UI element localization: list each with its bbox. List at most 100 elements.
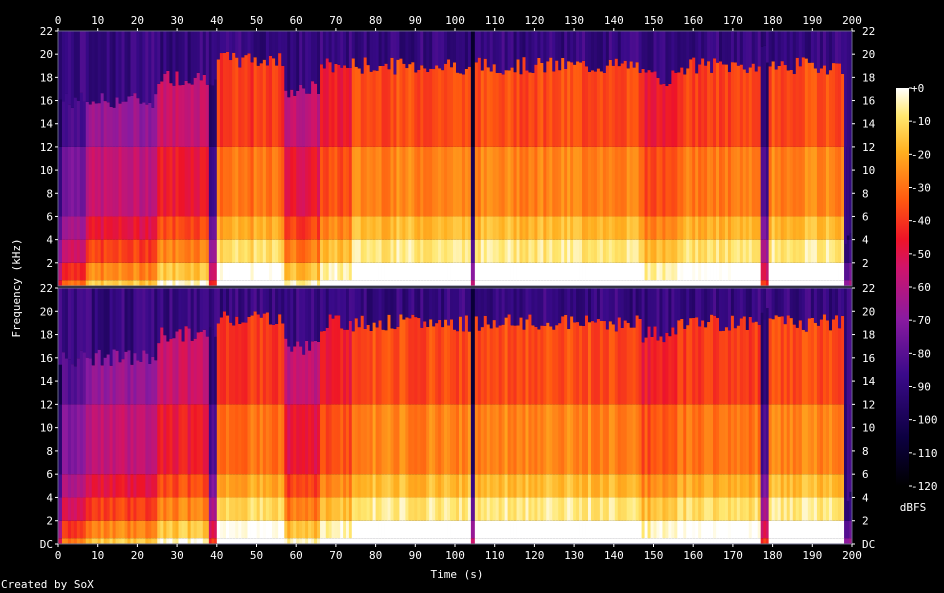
spectrogram-cell bbox=[375, 520, 379, 539]
spectrogram-cell bbox=[453, 216, 457, 240]
spectrogram-cell bbox=[226, 520, 230, 539]
spectrogram-cell bbox=[70, 497, 75, 521]
spectrogram-cell bbox=[605, 146, 610, 217]
spectrogram-cell bbox=[742, 316, 747, 405]
spectrogram-cell bbox=[816, 239, 821, 263]
spectrogram-cell bbox=[704, 65, 708, 147]
spectrogram-cell bbox=[467, 146, 472, 217]
spectrogram-cell bbox=[483, 280, 488, 286]
spectrogram-cell bbox=[73, 404, 78, 475]
spectrogram-cell bbox=[91, 365, 96, 405]
spectrogram-cell bbox=[199, 520, 204, 539]
spectrogram-cell bbox=[184, 474, 189, 498]
spectrogram-cell bbox=[579, 288, 583, 326]
spectrogram-cell bbox=[366, 280, 371, 286]
spectrogram-cell bbox=[668, 288, 672, 337]
spectrogram-cell bbox=[528, 31, 532, 73]
spectrogram-cell bbox=[831, 280, 836, 286]
spectrogram-cell bbox=[281, 239, 285, 263]
spectrogram-cell bbox=[100, 239, 105, 263]
spectrogram-cell bbox=[453, 239, 457, 263]
spectrogram-cell bbox=[142, 216, 146, 240]
spectrogram-cell bbox=[151, 216, 155, 240]
spectrogram-cell bbox=[399, 520, 403, 539]
spectrogram-cell bbox=[561, 404, 565, 475]
spectrogram-cell bbox=[247, 520, 251, 539]
y-tick-label-left: 16 bbox=[40, 352, 53, 365]
spectrogram-cell bbox=[450, 146, 454, 217]
spectrogram-cell bbox=[707, 216, 711, 240]
spectrogram-cell bbox=[656, 77, 660, 147]
spectrogram-cell bbox=[438, 538, 442, 544]
spectrogram-cell bbox=[366, 497, 371, 521]
spectrogram-cell bbox=[325, 404, 330, 475]
spectrogram-cell bbox=[644, 31, 648, 73]
spectrogram-cell bbox=[480, 262, 485, 281]
spectrogram-cell bbox=[325, 58, 330, 147]
spectrogram-cell bbox=[513, 31, 517, 73]
spectrogram-cell bbox=[492, 280, 497, 286]
spectrogram-cell bbox=[733, 280, 738, 286]
spectrogram-cell bbox=[64, 31, 69, 94]
spectrogram-cell bbox=[172, 538, 176, 544]
spectrogram-cell bbox=[366, 216, 371, 240]
spectrogram-cell bbox=[757, 404, 762, 475]
spectrogram-cell bbox=[754, 262, 759, 281]
spectrogram-cell bbox=[70, 107, 75, 147]
spectrogram-cell bbox=[522, 520, 526, 539]
spectrogram-cell bbox=[414, 31, 418, 73]
spectrogram-cell bbox=[311, 262, 315, 281]
spectrogram-cell bbox=[486, 146, 491, 217]
spectrogram-cell bbox=[384, 262, 388, 281]
spectrogram-cell bbox=[208, 538, 212, 544]
spectrogram-cell bbox=[795, 280, 800, 286]
spectrogram-cell bbox=[760, 146, 764, 217]
spectrogram-cell bbox=[810, 497, 815, 521]
spectrogram-cell bbox=[674, 520, 678, 539]
spectrogram-cell bbox=[265, 31, 270, 66]
spectrogram-cell bbox=[100, 288, 105, 366]
spectrogram-cell bbox=[340, 404, 344, 475]
spectrogram-cell bbox=[287, 538, 291, 544]
spectrogram-cell bbox=[302, 474, 306, 498]
spectrogram-cell bbox=[662, 404, 666, 475]
spectrogram-cell bbox=[390, 404, 394, 475]
spectrogram-cell bbox=[157, 474, 161, 498]
spectrogram-cell bbox=[495, 288, 500, 328]
spectrogram-cell bbox=[608, 216, 613, 240]
spectrogram-cell bbox=[831, 216, 836, 240]
spectrogram-cell bbox=[222, 497, 227, 521]
spectrogram-cell bbox=[596, 404, 601, 475]
spectrogram-cell bbox=[290, 89, 294, 147]
spectrogram-cell bbox=[727, 538, 732, 544]
spectrogram-cell bbox=[184, 216, 189, 240]
spectrogram-cell bbox=[659, 538, 663, 544]
spectrogram-cell bbox=[115, 288, 119, 351]
x-tick-label-top: 110 bbox=[485, 14, 505, 27]
spectrogram-cell bbox=[501, 324, 506, 405]
spectrogram-cell bbox=[290, 404, 294, 475]
spectrogram-cell bbox=[91, 280, 96, 286]
spectrogram-cell bbox=[629, 216, 634, 240]
spectrogram-cell bbox=[109, 404, 113, 475]
spectrogram-cell bbox=[754, 216, 759, 240]
spectrogram-cell bbox=[558, 404, 562, 475]
spectrogram-cell bbox=[91, 404, 96, 475]
spectrogram-cell bbox=[118, 404, 122, 475]
spectrogram-cell bbox=[115, 520, 119, 539]
spectrogram-cell bbox=[742, 216, 747, 240]
y-tick-label-left: 16 bbox=[40, 95, 53, 108]
spectrogram-cell bbox=[564, 262, 568, 281]
spectrogram-cell bbox=[94, 353, 99, 405]
spectrogram-cell bbox=[450, 520, 454, 539]
spectrogram-cell bbox=[322, 68, 327, 147]
spectrogram-cell bbox=[614, 262, 619, 281]
spectrogram-cell bbox=[489, 288, 494, 329]
spectrogram-cell bbox=[701, 58, 705, 147]
spectrogram-cell bbox=[733, 328, 738, 405]
spectrogram-cell bbox=[801, 239, 806, 263]
spectrogram-cell bbox=[483, 538, 488, 544]
spectrogram-cell bbox=[795, 216, 800, 240]
spectrogram-cell bbox=[455, 288, 460, 332]
spectrogram-cell bbox=[780, 262, 785, 281]
